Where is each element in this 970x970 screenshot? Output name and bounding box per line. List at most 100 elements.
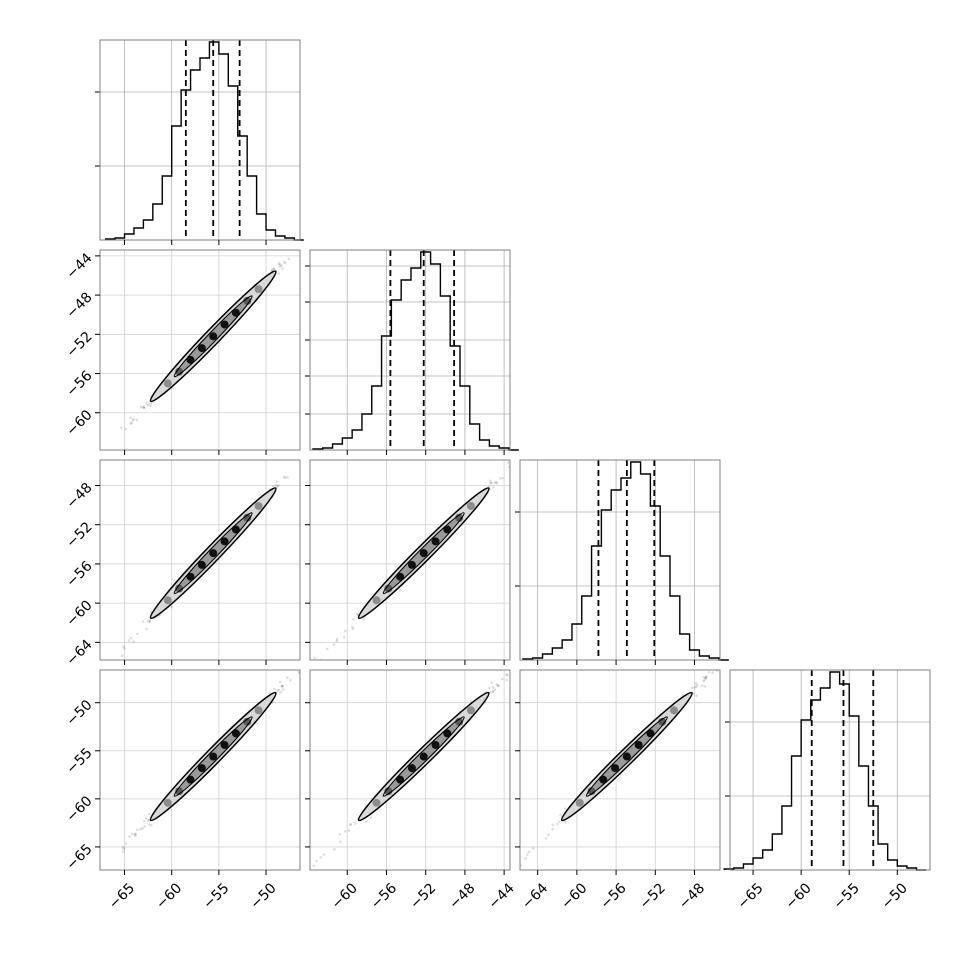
density-dot xyxy=(466,706,475,715)
sample-point xyxy=(505,673,508,676)
sample-point xyxy=(280,684,283,688)
sample-point xyxy=(136,632,139,636)
sample-point xyxy=(132,640,135,643)
pair-panel-0-2-frame xyxy=(99,459,301,661)
histogram-steps-param-1 xyxy=(312,251,519,451)
sample-point xyxy=(142,406,145,409)
sample-point xyxy=(282,475,286,479)
sample-point xyxy=(489,481,493,485)
sample-point xyxy=(284,261,287,265)
sample-point xyxy=(321,229,324,232)
x-tick-label: −44 xyxy=(486,880,518,912)
density-dot xyxy=(197,560,206,569)
sample-point xyxy=(149,404,152,408)
contour-outer xyxy=(149,487,277,620)
sample-point xyxy=(276,689,279,692)
density-dot xyxy=(431,537,440,546)
histogram-steps-param-3 xyxy=(723,671,927,871)
sample-point xyxy=(132,417,135,421)
sample-point xyxy=(122,647,126,650)
sample-point xyxy=(128,835,131,838)
sample-point xyxy=(495,480,498,484)
sample-point xyxy=(149,402,152,405)
sample-point xyxy=(492,486,495,489)
sample-point xyxy=(353,822,357,825)
sample-point xyxy=(713,666,716,669)
density-dot xyxy=(231,308,240,317)
sample-point xyxy=(690,686,694,690)
sample-point xyxy=(506,461,510,464)
contour-outer xyxy=(149,270,277,403)
contour-inner xyxy=(173,716,253,797)
x-tick-label: −60 xyxy=(153,880,185,912)
sample-point xyxy=(491,689,495,693)
sample-point xyxy=(145,627,148,631)
x-tick-label: −56 xyxy=(597,880,629,912)
y-tick-label: −56 xyxy=(63,558,95,590)
sample-point xyxy=(547,833,550,837)
sample-point xyxy=(122,847,126,851)
sample-point xyxy=(505,678,509,682)
density-dot xyxy=(455,717,464,726)
sample-point xyxy=(296,246,299,249)
sample-point xyxy=(344,830,347,833)
sample-point xyxy=(356,612,359,616)
sample-point xyxy=(124,427,128,431)
y-tick-label: −50 xyxy=(63,697,95,729)
sample-point xyxy=(325,647,329,651)
sample-point xyxy=(522,453,525,456)
sample-point xyxy=(147,822,151,826)
sample-point xyxy=(369,816,373,820)
density-dot xyxy=(384,787,393,796)
density-dot xyxy=(466,501,475,510)
sample-point xyxy=(693,686,696,689)
density-dot xyxy=(599,775,608,784)
x-tick-label: −52 xyxy=(637,880,669,912)
density-dot xyxy=(419,752,428,761)
sample-point xyxy=(556,822,559,826)
sample-point xyxy=(705,674,708,678)
sample-point xyxy=(129,416,132,419)
sample-point xyxy=(498,477,502,480)
density-dot xyxy=(197,344,206,353)
density-dot xyxy=(254,285,263,294)
density-dot xyxy=(646,729,655,738)
sample-point xyxy=(121,846,125,849)
sample-point xyxy=(92,876,95,879)
sample-point xyxy=(702,679,706,683)
density-dot xyxy=(220,320,229,329)
sample-point xyxy=(131,832,134,836)
sample-point xyxy=(524,857,527,860)
sample-point xyxy=(270,269,274,272)
sample-point xyxy=(135,418,139,422)
sample-point xyxy=(491,690,495,694)
sample-point xyxy=(277,688,281,692)
y-tick-label: −60 xyxy=(63,407,95,439)
y-tick-label: −64 xyxy=(63,637,95,669)
sample-point xyxy=(282,260,286,264)
sample-point xyxy=(276,485,279,488)
density-dot xyxy=(587,787,596,796)
pair-panel-2-3 xyxy=(520,666,720,870)
contour-inner xyxy=(382,512,465,595)
sample-point xyxy=(488,686,491,690)
density-dot xyxy=(396,775,405,784)
sample-point xyxy=(297,671,300,675)
density-dot xyxy=(186,775,195,784)
sample-point xyxy=(493,481,497,484)
sample-point xyxy=(286,476,289,479)
sample-point xyxy=(335,638,339,641)
density-dot xyxy=(163,379,172,388)
sample-point xyxy=(98,667,101,670)
sample-point xyxy=(551,827,554,831)
histogram-panel-3-frame xyxy=(729,669,931,871)
sample-point xyxy=(495,481,498,485)
density-dot xyxy=(670,706,679,715)
y-tick-label: −55 xyxy=(63,745,95,777)
sample-point xyxy=(283,476,287,480)
density-dot xyxy=(372,596,381,605)
sample-point xyxy=(349,823,352,827)
sample-point xyxy=(122,850,125,853)
sample-point xyxy=(319,855,323,859)
sample-point xyxy=(317,645,320,648)
